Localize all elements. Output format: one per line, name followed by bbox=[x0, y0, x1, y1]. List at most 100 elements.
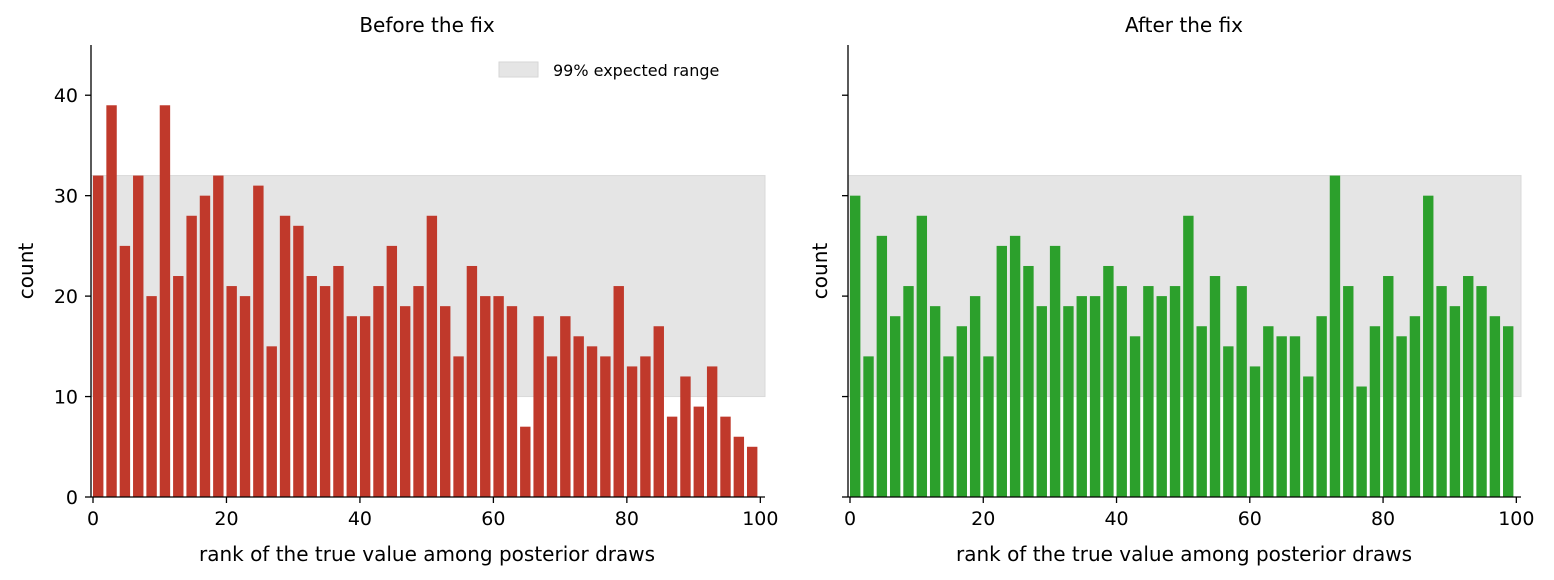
legend-swatch-band bbox=[498, 61, 539, 78]
bar bbox=[666, 416, 678, 497]
bar bbox=[199, 195, 211, 497]
bar bbox=[520, 426, 531, 497]
bar bbox=[863, 356, 874, 497]
bar bbox=[1476, 286, 1487, 497]
bar bbox=[1209, 276, 1221, 497]
bar bbox=[983, 356, 994, 497]
bar bbox=[640, 356, 651, 497]
bar bbox=[93, 175, 104, 498]
x-tick-label: 0 bbox=[87, 508, 99, 530]
bar bbox=[213, 175, 224, 498]
bar bbox=[600, 356, 611, 497]
bar bbox=[1343, 286, 1354, 497]
bar bbox=[1383, 276, 1394, 497]
bar bbox=[359, 316, 371, 497]
bar bbox=[1143, 286, 1154, 497]
bar bbox=[889, 316, 901, 497]
bar bbox=[969, 296, 981, 497]
bar bbox=[173, 276, 184, 497]
x-tick-label: 0 bbox=[844, 508, 856, 530]
bar bbox=[426, 215, 438, 497]
bar bbox=[626, 366, 638, 497]
bar bbox=[119, 245, 131, 497]
legend: 99% expected range bbox=[498, 61, 719, 80]
x-tick-label: 20 bbox=[971, 508, 995, 530]
bar bbox=[1036, 306, 1047, 497]
bar bbox=[506, 306, 518, 497]
bar bbox=[333, 265, 344, 497]
bar bbox=[1316, 316, 1327, 497]
bar bbox=[239, 296, 251, 497]
bar bbox=[1356, 386, 1367, 497]
y-tick-label: 10 bbox=[54, 387, 78, 409]
bar bbox=[849, 195, 861, 497]
bar bbox=[1276, 336, 1287, 497]
bar bbox=[159, 105, 171, 498]
bar bbox=[480, 296, 491, 497]
bar bbox=[1063, 306, 1074, 497]
bar bbox=[1369, 326, 1381, 497]
x-axis-label-before: rank of the true value among posterior d… bbox=[199, 542, 655, 566]
bar bbox=[693, 406, 705, 497]
bar bbox=[1116, 286, 1127, 497]
bar bbox=[903, 286, 914, 497]
bar bbox=[1436, 286, 1447, 497]
bar bbox=[293, 225, 304, 498]
bar bbox=[226, 286, 237, 497]
bar bbox=[943, 356, 954, 497]
x-tick-label: 80 bbox=[615, 508, 639, 530]
chart-title-after: After the fix bbox=[1125, 13, 1243, 37]
bar bbox=[466, 265, 478, 497]
bar bbox=[916, 215, 928, 497]
bar bbox=[560, 316, 571, 497]
bar bbox=[533, 316, 544, 497]
bar bbox=[1089, 296, 1101, 497]
bar bbox=[1263, 326, 1274, 497]
bar bbox=[876, 235, 888, 497]
bar bbox=[1449, 306, 1461, 497]
x-tick-label: 100 bbox=[1498, 508, 1534, 530]
plot-area-after: 0 20 40 60 80 100 bbox=[842, 45, 1534, 530]
x-tick-label: 60 bbox=[1238, 508, 1262, 530]
bar bbox=[1049, 245, 1061, 497]
x-tick-label: 100 bbox=[742, 508, 778, 530]
bar bbox=[1076, 296, 1087, 497]
bar bbox=[1503, 326, 1514, 497]
bar bbox=[266, 346, 277, 497]
bar bbox=[1463, 276, 1474, 497]
bar bbox=[996, 245, 1007, 497]
bar bbox=[399, 306, 411, 497]
bar bbox=[1303, 376, 1314, 497]
bar bbox=[956, 326, 968, 497]
bar bbox=[706, 366, 718, 497]
bar bbox=[1409, 316, 1421, 497]
bar bbox=[306, 276, 317, 497]
x-tick-label: 40 bbox=[1104, 508, 1128, 530]
bar bbox=[1489, 316, 1501, 497]
bar bbox=[1009, 235, 1021, 497]
bar bbox=[1103, 265, 1114, 497]
bar bbox=[613, 286, 624, 497]
bar bbox=[1236, 286, 1247, 497]
y-axis-label-after: count bbox=[808, 243, 832, 300]
bar bbox=[253, 185, 264, 497]
x-tick-label: 40 bbox=[348, 508, 372, 530]
bar bbox=[573, 336, 584, 497]
bar bbox=[319, 286, 331, 497]
bar bbox=[133, 175, 144, 498]
bar bbox=[1169, 286, 1181, 497]
bar bbox=[1423, 195, 1434, 497]
bar bbox=[279, 215, 291, 497]
bar bbox=[1396, 336, 1407, 497]
bar bbox=[680, 376, 691, 497]
bar bbox=[413, 286, 424, 497]
bar bbox=[346, 316, 357, 497]
bar bbox=[373, 286, 384, 497]
y-tick-label: 30 bbox=[54, 186, 78, 208]
panel-after: 0 20 40 60 80 100 After the fix rank of the t… bbox=[808, 13, 1534, 566]
y-tick-label: 0 bbox=[66, 487, 78, 509]
x-tick-label: 60 bbox=[481, 508, 505, 530]
bar bbox=[720, 416, 731, 497]
x-tick-label: 20 bbox=[214, 508, 238, 530]
